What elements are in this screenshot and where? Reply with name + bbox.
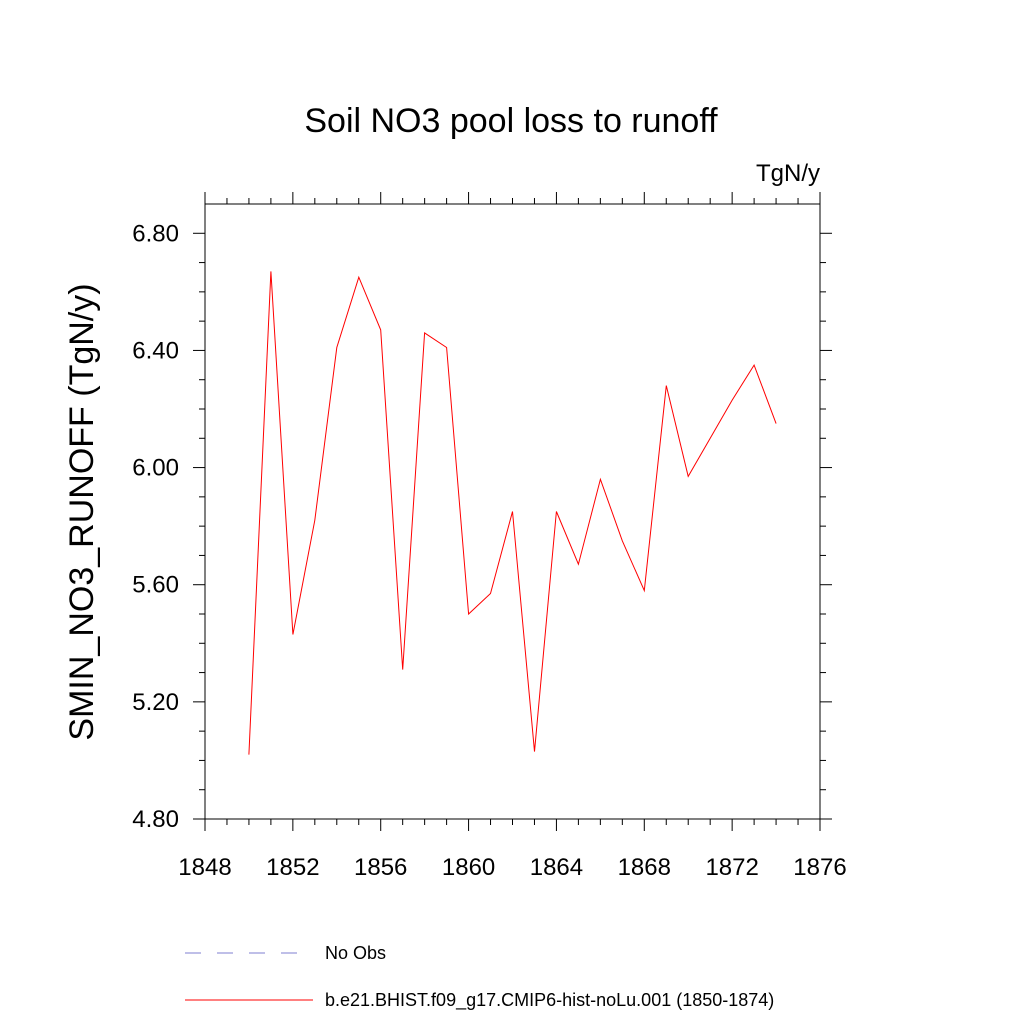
- x-tick-label: 1852: [266, 854, 319, 881]
- x-tick-label: 1868: [618, 854, 671, 881]
- legend: No Obs b.e21.BHIST.f09_g17.CMIP6-hist-no…: [185, 943, 774, 1011]
- series-line-1: [248, 271, 777, 755]
- legend-label-model-run: b.e21.BHIST.f09_g17.CMIP6-hist-noLu.001 …: [325, 990, 774, 1011]
- chart-title: Soil NO3 pool loss to runoff: [304, 102, 718, 140]
- units-label: TgN/y: [756, 160, 820, 187]
- legend-label-no-obs: No Obs: [325, 943, 386, 963]
- x-tick-label: 1872: [705, 854, 758, 881]
- y-tick-label: 6.40: [132, 337, 179, 364]
- x-tick-label: 1864: [530, 854, 583, 881]
- axis-ticks: [193, 192, 832, 831]
- x-tick-label: 1876: [793, 854, 846, 881]
- x-tick-label: 1856: [354, 854, 407, 881]
- plot-frame: [204, 203, 821, 820]
- x-tick-label: 1848: [178, 854, 231, 881]
- y-tick-labels: 4.80 5.20 5.60 6.00 6.40 6.80: [132, 220, 179, 833]
- x-tick-label: 1860: [442, 854, 495, 881]
- y-tick-label: 5.20: [132, 689, 179, 716]
- y-axis-label: SMIN_NO3_RUNOFF (TgN/y): [63, 283, 101, 740]
- series-layer: [248, 271, 777, 755]
- y-tick-label: 6.00: [132, 455, 179, 482]
- y-tick-label: 5.60: [132, 572, 179, 599]
- x-tick-labels: 1848 1852 1856 1860 1864 1868 1872 1876: [178, 854, 846, 881]
- y-tick-label: 4.80: [132, 806, 179, 833]
- y-tick-label: 6.80: [132, 220, 179, 247]
